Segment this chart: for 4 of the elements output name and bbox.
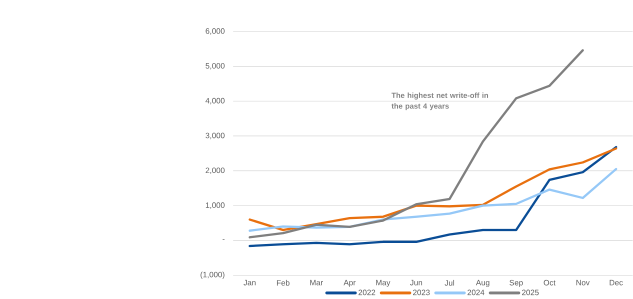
line-series: [248, 147, 618, 232]
line-series: [248, 168, 618, 232]
line-series: [248, 49, 584, 238]
line-series: [248, 146, 618, 248]
